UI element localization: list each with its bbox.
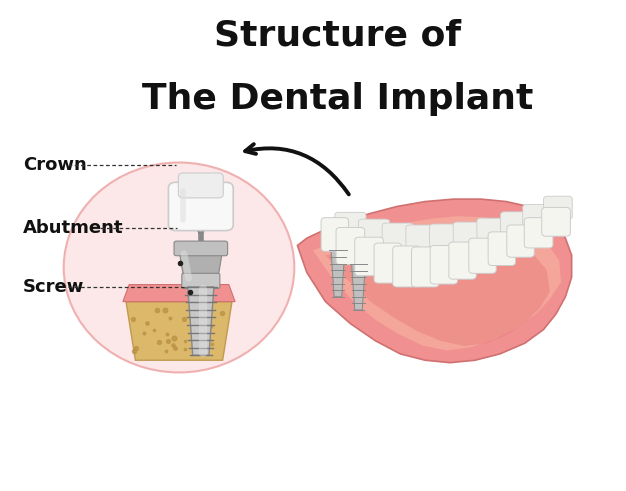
Polygon shape	[326, 233, 550, 346]
Polygon shape	[188, 287, 214, 355]
Polygon shape	[352, 264, 366, 310]
FancyBboxPatch shape	[182, 273, 220, 289]
FancyBboxPatch shape	[523, 204, 552, 229]
FancyBboxPatch shape	[524, 218, 553, 248]
FancyBboxPatch shape	[430, 246, 458, 284]
Text: Screw: Screw	[23, 278, 85, 296]
Polygon shape	[313, 216, 561, 351]
Polygon shape	[297, 199, 572, 363]
FancyBboxPatch shape	[507, 225, 534, 257]
FancyBboxPatch shape	[501, 212, 530, 237]
FancyBboxPatch shape	[178, 173, 223, 198]
Polygon shape	[331, 250, 345, 297]
FancyBboxPatch shape	[449, 242, 476, 279]
FancyBboxPatch shape	[411, 247, 439, 287]
FancyBboxPatch shape	[335, 212, 366, 239]
Polygon shape	[180, 254, 222, 278]
FancyBboxPatch shape	[429, 224, 461, 252]
FancyBboxPatch shape	[488, 232, 516, 266]
FancyBboxPatch shape	[382, 223, 413, 251]
FancyBboxPatch shape	[355, 237, 383, 276]
FancyBboxPatch shape	[336, 227, 365, 265]
FancyBboxPatch shape	[359, 219, 389, 246]
FancyBboxPatch shape	[321, 218, 349, 251]
FancyBboxPatch shape	[541, 207, 570, 236]
FancyBboxPatch shape	[543, 196, 572, 219]
Text: Crown: Crown	[23, 156, 87, 174]
Text: Abutment: Abutment	[23, 219, 124, 238]
FancyBboxPatch shape	[406, 225, 437, 253]
Text: Structure of: Structure of	[214, 19, 461, 53]
Polygon shape	[123, 285, 235, 301]
FancyBboxPatch shape	[374, 243, 401, 283]
FancyBboxPatch shape	[477, 218, 508, 245]
Text: The Dental Implant: The Dental Implant	[142, 82, 533, 116]
FancyBboxPatch shape	[469, 238, 496, 273]
Polygon shape	[126, 301, 232, 360]
FancyBboxPatch shape	[393, 246, 420, 287]
Ellipse shape	[64, 163, 294, 373]
FancyBboxPatch shape	[168, 182, 233, 231]
FancyBboxPatch shape	[174, 241, 228, 256]
FancyBboxPatch shape	[453, 222, 485, 249]
